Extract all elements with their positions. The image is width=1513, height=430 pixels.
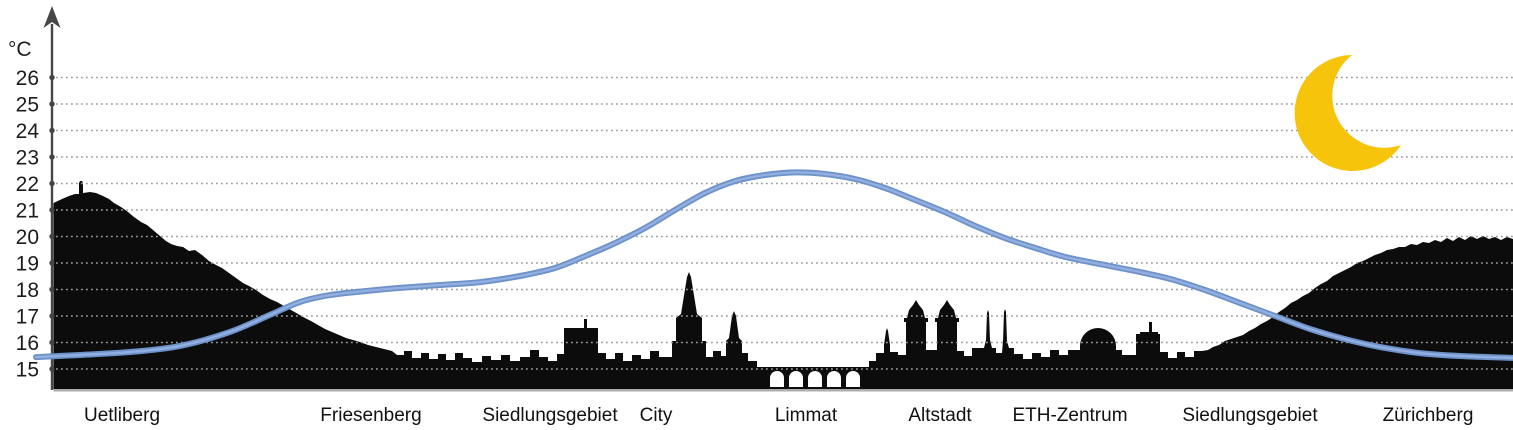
y-tick-label-24: 24: [16, 120, 40, 143]
y-tick-label-25: 25: [16, 94, 39, 117]
bridge-arch: [827, 371, 841, 387]
y-tick-label-20: 20: [16, 226, 39, 249]
y-axis-arrow: [43, 6, 61, 28]
temperature-curve: [33, 169, 1513, 361]
x-axis-label-uetliberg: Uetliberg: [84, 405, 160, 426]
y-tick-label-21: 21: [16, 200, 39, 223]
x-axis-label-friesenberg: Friesenberg: [320, 405, 421, 426]
x-axis-label-limmat: Limmat: [775, 405, 838, 426]
bridge-arch: [789, 371, 803, 387]
x-axis-label-altstadt: Altstadt: [908, 405, 972, 426]
bridge-arch: [770, 371, 784, 387]
y-tick-label-15: 15: [16, 359, 39, 382]
bridge-arch: [808, 371, 822, 387]
x-axis-label-siedlungsgebiet: Siedlungsgebiet: [482, 405, 618, 426]
temperature-curve-highlight: [34, 171, 1513, 360]
ground-edge: [53, 389, 1513, 392]
x-axis-label-z-richberg: Zürichberg: [1383, 405, 1474, 426]
y-tick-label-16: 16: [16, 332, 39, 355]
x-axis-label-city: City: [640, 405, 673, 426]
bridge-arch: [846, 371, 860, 387]
x-axis-label-siedlungsgebiet: Siedlungsgebiet: [1182, 405, 1318, 426]
x-axis-label-eth-zentrum: ETH-Zentrum: [1012, 405, 1127, 426]
y-tick-label-26: 26: [16, 67, 39, 90]
y-tick-label-17: 17: [16, 306, 39, 329]
y-axis-unit-label: °C: [8, 38, 32, 61]
y-tick-label-22: 22: [16, 173, 39, 196]
terrain-path: [53, 181, 1513, 390]
y-tick-label-18: 18: [16, 279, 39, 302]
y-axis: 26 25 24 23 22 21 20 19 18 17 16 15: [16, 6, 61, 390]
x-axis-labels: Uetliberg Friesenberg Siedlungsgebiet City L…: [84, 405, 1473, 426]
y-tick-label-23: 23: [16, 147, 39, 170]
y-tick-label-19: 19: [16, 253, 39, 276]
city-skyline-silhouette: [53, 181, 1513, 392]
moon-icon: [1294, 55, 1401, 171]
